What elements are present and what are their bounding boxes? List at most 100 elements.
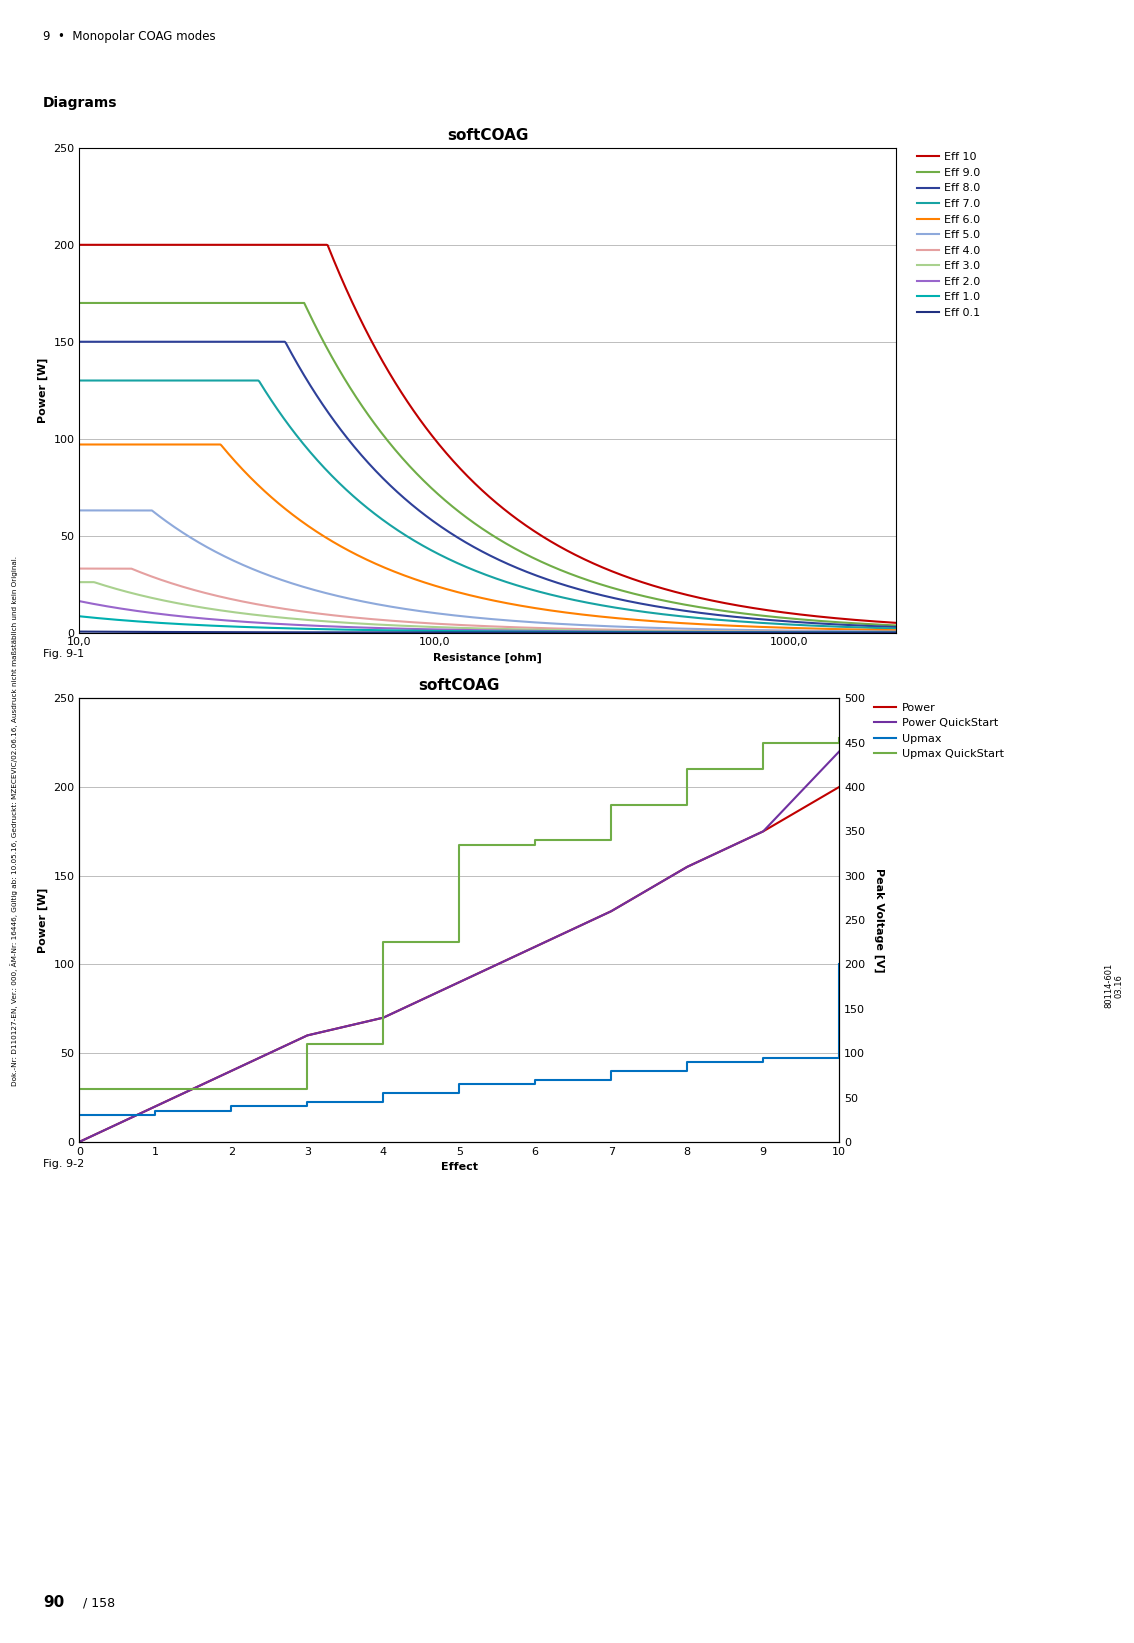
- Eff 6.0: [122, 435, 136, 455]
- Eff 10: [692, 588, 705, 608]
- Eff 1.0: [122, 611, 136, 631]
- Eff 9.0: [692, 596, 705, 616]
- Eff 0.1: [547, 623, 560, 642]
- Text: Fig. 9-1: Fig. 9-1: [43, 649, 84, 659]
- Eff 2.0: [692, 623, 705, 642]
- Line: Eff 1.0: Eff 1.0: [79, 616, 896, 633]
- Eff 4.0: [692, 621, 705, 641]
- Eff 6.0: [776, 618, 789, 637]
- Eff 5.0: [776, 621, 789, 641]
- Eff 5.0: [122, 501, 136, 521]
- Eff 4.0: [547, 618, 560, 637]
- Line: Eff 9.0: Eff 9.0: [79, 302, 896, 626]
- Y-axis label: Power [W]: Power [W]: [37, 887, 48, 953]
- Eff 4.0: [122, 559, 136, 578]
- Eff 1.0: [692, 623, 705, 642]
- Eff 9.0: [776, 608, 789, 628]
- Eff 10: [889, 613, 903, 633]
- Eff 9.0: [547, 557, 560, 577]
- Eff 1.0: [889, 623, 903, 642]
- Text: / 158: / 158: [83, 1597, 115, 1610]
- Eff 3.0: [122, 583, 136, 603]
- Eff 2.0: [776, 623, 789, 642]
- Eff 10: [73, 235, 86, 255]
- Eff 5.0: [73, 501, 86, 521]
- Eff 10: [776, 603, 789, 623]
- Eff 6.0: [889, 621, 903, 641]
- Eff 10: [547, 534, 560, 554]
- Eff 5.0: [692, 619, 705, 639]
- Eff 5.0: [568, 614, 582, 634]
- Eff 8.0: [122, 332, 136, 352]
- Text: 80114-601
03.16: 80114-601 03.16: [1103, 963, 1124, 1009]
- Eff 0.1: [122, 623, 136, 642]
- X-axis label: Resistance [ohm]: Resistance [ohm]: [433, 652, 542, 664]
- Eff 2.0: [122, 600, 136, 619]
- Line: Eff 6.0: Eff 6.0: [79, 445, 896, 631]
- Eff 2.0: [73, 591, 86, 611]
- Eff 9.0: [568, 565, 582, 585]
- Eff 0.1: [692, 623, 705, 642]
- Eff 6.0: [593, 606, 607, 626]
- Eff 1.0: [73, 606, 86, 626]
- Eff 6.0: [547, 601, 560, 621]
- Text: 9  •  Monopolar COAG modes: 9 • Monopolar COAG modes: [43, 30, 215, 43]
- Eff 7.0: [547, 585, 560, 605]
- Eff 4.0: [73, 559, 86, 578]
- Eff 6.0: [692, 614, 705, 634]
- Eff 9.0: [889, 616, 903, 636]
- Line: Eff 8.0: Eff 8.0: [79, 342, 896, 628]
- Eff 0.1: [889, 623, 903, 642]
- Line: Eff 10: Eff 10: [79, 245, 896, 623]
- Eff 8.0: [568, 578, 582, 598]
- Eff 8.0: [692, 603, 705, 623]
- Eff 8.0: [776, 611, 789, 631]
- Eff 2.0: [568, 621, 582, 641]
- Eff 10: [593, 557, 607, 577]
- Eff 3.0: [692, 621, 705, 641]
- Eff 7.0: [568, 590, 582, 610]
- Eff 8.0: [593, 585, 607, 605]
- Eff 8.0: [889, 618, 903, 637]
- Eff 1.0: [776, 623, 789, 642]
- Title: softCOAG: softCOAG: [447, 128, 528, 143]
- Eff 2.0: [547, 621, 560, 641]
- Eff 4.0: [568, 619, 582, 639]
- Text: Dok.-Nr: D110127-EN, Ver.: 000, ÄM-Nr: 16446, Gültig ab: 10.05.16, Gedruckt: MZE: Dok.-Nr: D110127-EN, Ver.: 000, ÄM-Nr: 1…: [10, 557, 17, 1086]
- Eff 4.0: [593, 619, 607, 639]
- Eff 3.0: [73, 572, 86, 591]
- Eff 5.0: [593, 616, 607, 636]
- Eff 9.0: [122, 292, 136, 312]
- Eff 7.0: [73, 371, 86, 391]
- Eff 1.0: [568, 623, 582, 642]
- Eff 3.0: [593, 621, 607, 641]
- Eff 0.1: [593, 623, 607, 642]
- Eff 7.0: [889, 619, 903, 639]
- Eff 1.0: [593, 623, 607, 642]
- Eff 4.0: [776, 621, 789, 641]
- Eff 6.0: [73, 435, 86, 455]
- Eff 3.0: [547, 619, 560, 639]
- Eff 2.0: [889, 623, 903, 642]
- X-axis label: Effect: Effect: [441, 1162, 477, 1173]
- Y-axis label: Peak Voltage [V]: Peak Voltage [V]: [874, 868, 885, 973]
- Eff 10: [122, 235, 136, 255]
- Eff 0.1: [568, 623, 582, 642]
- Legend: Eff 10, Eff 9.0, Eff 8.0, Eff 7.0, Eff 6.0, Eff 5.0, Eff 4.0, Eff 3.0, Eff 2.0, : Eff 10, Eff 9.0, Eff 8.0, Eff 7.0, Eff 6…: [912, 148, 985, 322]
- Text: Fig. 9-2: Fig. 9-2: [43, 1158, 84, 1168]
- Line: Eff 3.0: Eff 3.0: [79, 582, 896, 633]
- Eff 7.0: [122, 371, 136, 391]
- Eff 6.0: [568, 605, 582, 624]
- Text: Diagrams: Diagrams: [43, 95, 118, 110]
- Y-axis label: Power [W]: Power [W]: [37, 358, 48, 422]
- Eff 7.0: [692, 608, 705, 628]
- Eff 0.1: [776, 623, 789, 642]
- Eff 7.0: [593, 595, 607, 614]
- Eff 4.0: [889, 623, 903, 642]
- Eff 3.0: [568, 621, 582, 641]
- Eff 5.0: [889, 621, 903, 641]
- Line: Eff 7.0: Eff 7.0: [79, 381, 896, 629]
- Eff 9.0: [593, 573, 607, 593]
- Text: 90: 90: [43, 1595, 65, 1610]
- Legend: Power, Power QuickStart, Upmax, Upmax QuickStart: Power, Power QuickStart, Upmax, Upmax Qu…: [870, 698, 1008, 764]
